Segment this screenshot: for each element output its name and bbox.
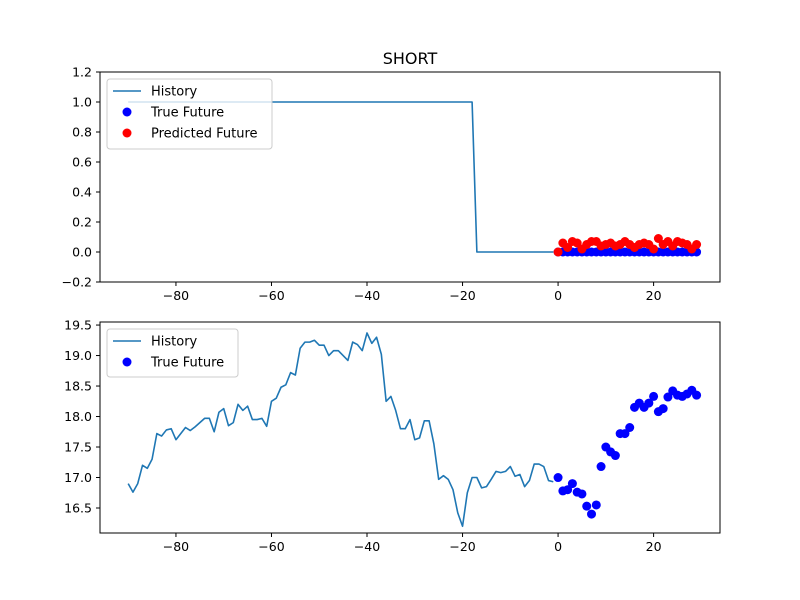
data-point bbox=[658, 404, 668, 414]
y-tick-label: 0.0 bbox=[72, 245, 92, 260]
x-tick-label: −60 bbox=[258, 539, 284, 554]
legend: History True Future Predicted Future bbox=[106, 78, 273, 150]
y-tick-label: 17.0 bbox=[64, 470, 92, 485]
data-point bbox=[649, 244, 659, 254]
series-line-history bbox=[128, 101, 554, 253]
x-tick-label: −40 bbox=[354, 539, 380, 554]
legend-swatch-marker bbox=[122, 357, 132, 367]
y-tick-label: 0.4 bbox=[72, 185, 92, 200]
series-scatter-predicted-future bbox=[553, 234, 702, 257]
bottom-subplot: −80 −60 −40 −20 0 20 16.5 17.0 17.5 18.0 18.5 19.0 1… bbox=[64, 318, 721, 554]
data-point bbox=[610, 451, 620, 461]
x-tick-label: 0 bbox=[554, 539, 562, 554]
legend-label: Predicted Future bbox=[151, 127, 258, 142]
legend: History True Future bbox=[106, 328, 239, 378]
legend-label: True Future bbox=[150, 356, 224, 371]
data-point bbox=[567, 479, 577, 489]
data-point bbox=[572, 238, 582, 248]
x-tick-label: 20 bbox=[646, 288, 662, 303]
legend-label: True Future bbox=[150, 106, 224, 121]
data-point bbox=[563, 485, 573, 495]
x-tick-label: −40 bbox=[354, 288, 380, 303]
data-point bbox=[582, 501, 592, 511]
y-tick-label: 19.5 bbox=[64, 318, 92, 333]
data-point bbox=[553, 247, 563, 257]
y-tick-label: 18.5 bbox=[64, 379, 92, 394]
x-tick-label: 0 bbox=[554, 288, 562, 303]
top-subplot: −80 −60 −40 −20 0 20 −0.2 0.0 0.2 0.4 0.6 0.8 1.0 1.2… bbox=[62, 65, 721, 303]
y-tick-label: 0.8 bbox=[72, 125, 92, 140]
axes-frame bbox=[99, 321, 721, 534]
y-tick-label: 0.2 bbox=[72, 215, 92, 230]
y-tick-label: 17.5 bbox=[64, 440, 92, 455]
chart-title: SHORT bbox=[383, 49, 438, 68]
x-tick-label: −60 bbox=[258, 288, 284, 303]
series-scatter-true-future bbox=[553, 247, 702, 257]
x-tick-label: −20 bbox=[449, 539, 475, 554]
data-point bbox=[692, 240, 702, 249]
x-tick-label: −80 bbox=[163, 288, 189, 303]
series-line-history bbox=[127, 332, 554, 528]
data-point bbox=[563, 243, 573, 252]
data-point bbox=[577, 489, 587, 499]
data-point bbox=[663, 392, 673, 402]
y-tick-label: 18.0 bbox=[64, 409, 92, 424]
legend-box bbox=[106, 78, 273, 150]
x-tick-label: 20 bbox=[646, 539, 662, 554]
plot-area bbox=[128, 101, 702, 257]
data-point bbox=[620, 429, 630, 439]
data-point bbox=[692, 390, 702, 400]
data-point bbox=[553, 473, 563, 483]
data-point bbox=[653, 234, 663, 243]
data-point bbox=[625, 423, 635, 432]
data-point bbox=[644, 398, 654, 408]
axes-frame bbox=[99, 71, 721, 283]
legend-swatch-marker bbox=[122, 128, 132, 138]
data-point bbox=[591, 500, 601, 510]
x-tick-label: −80 bbox=[163, 539, 189, 554]
data-point bbox=[587, 509, 597, 519]
y-tick-label: 1.2 bbox=[72, 65, 92, 80]
plot-area bbox=[127, 332, 702, 528]
x-tick-label: −20 bbox=[449, 288, 475, 303]
y-tick-label: 0.6 bbox=[72, 155, 92, 170]
series-scatter-true-future bbox=[553, 385, 702, 519]
data-point bbox=[596, 462, 606, 472]
y-tick-label: −0.2 bbox=[62, 275, 92, 290]
y-tick-label: 1.0 bbox=[72, 95, 92, 110]
y-tick-label: 16.5 bbox=[64, 500, 92, 515]
data-point bbox=[649, 391, 659, 401]
y-tick-label: 19.0 bbox=[64, 348, 92, 363]
legend-label: History bbox=[151, 85, 198, 100]
legend-swatch-marker bbox=[122, 107, 132, 117]
legend-label: History bbox=[151, 335, 198, 350]
